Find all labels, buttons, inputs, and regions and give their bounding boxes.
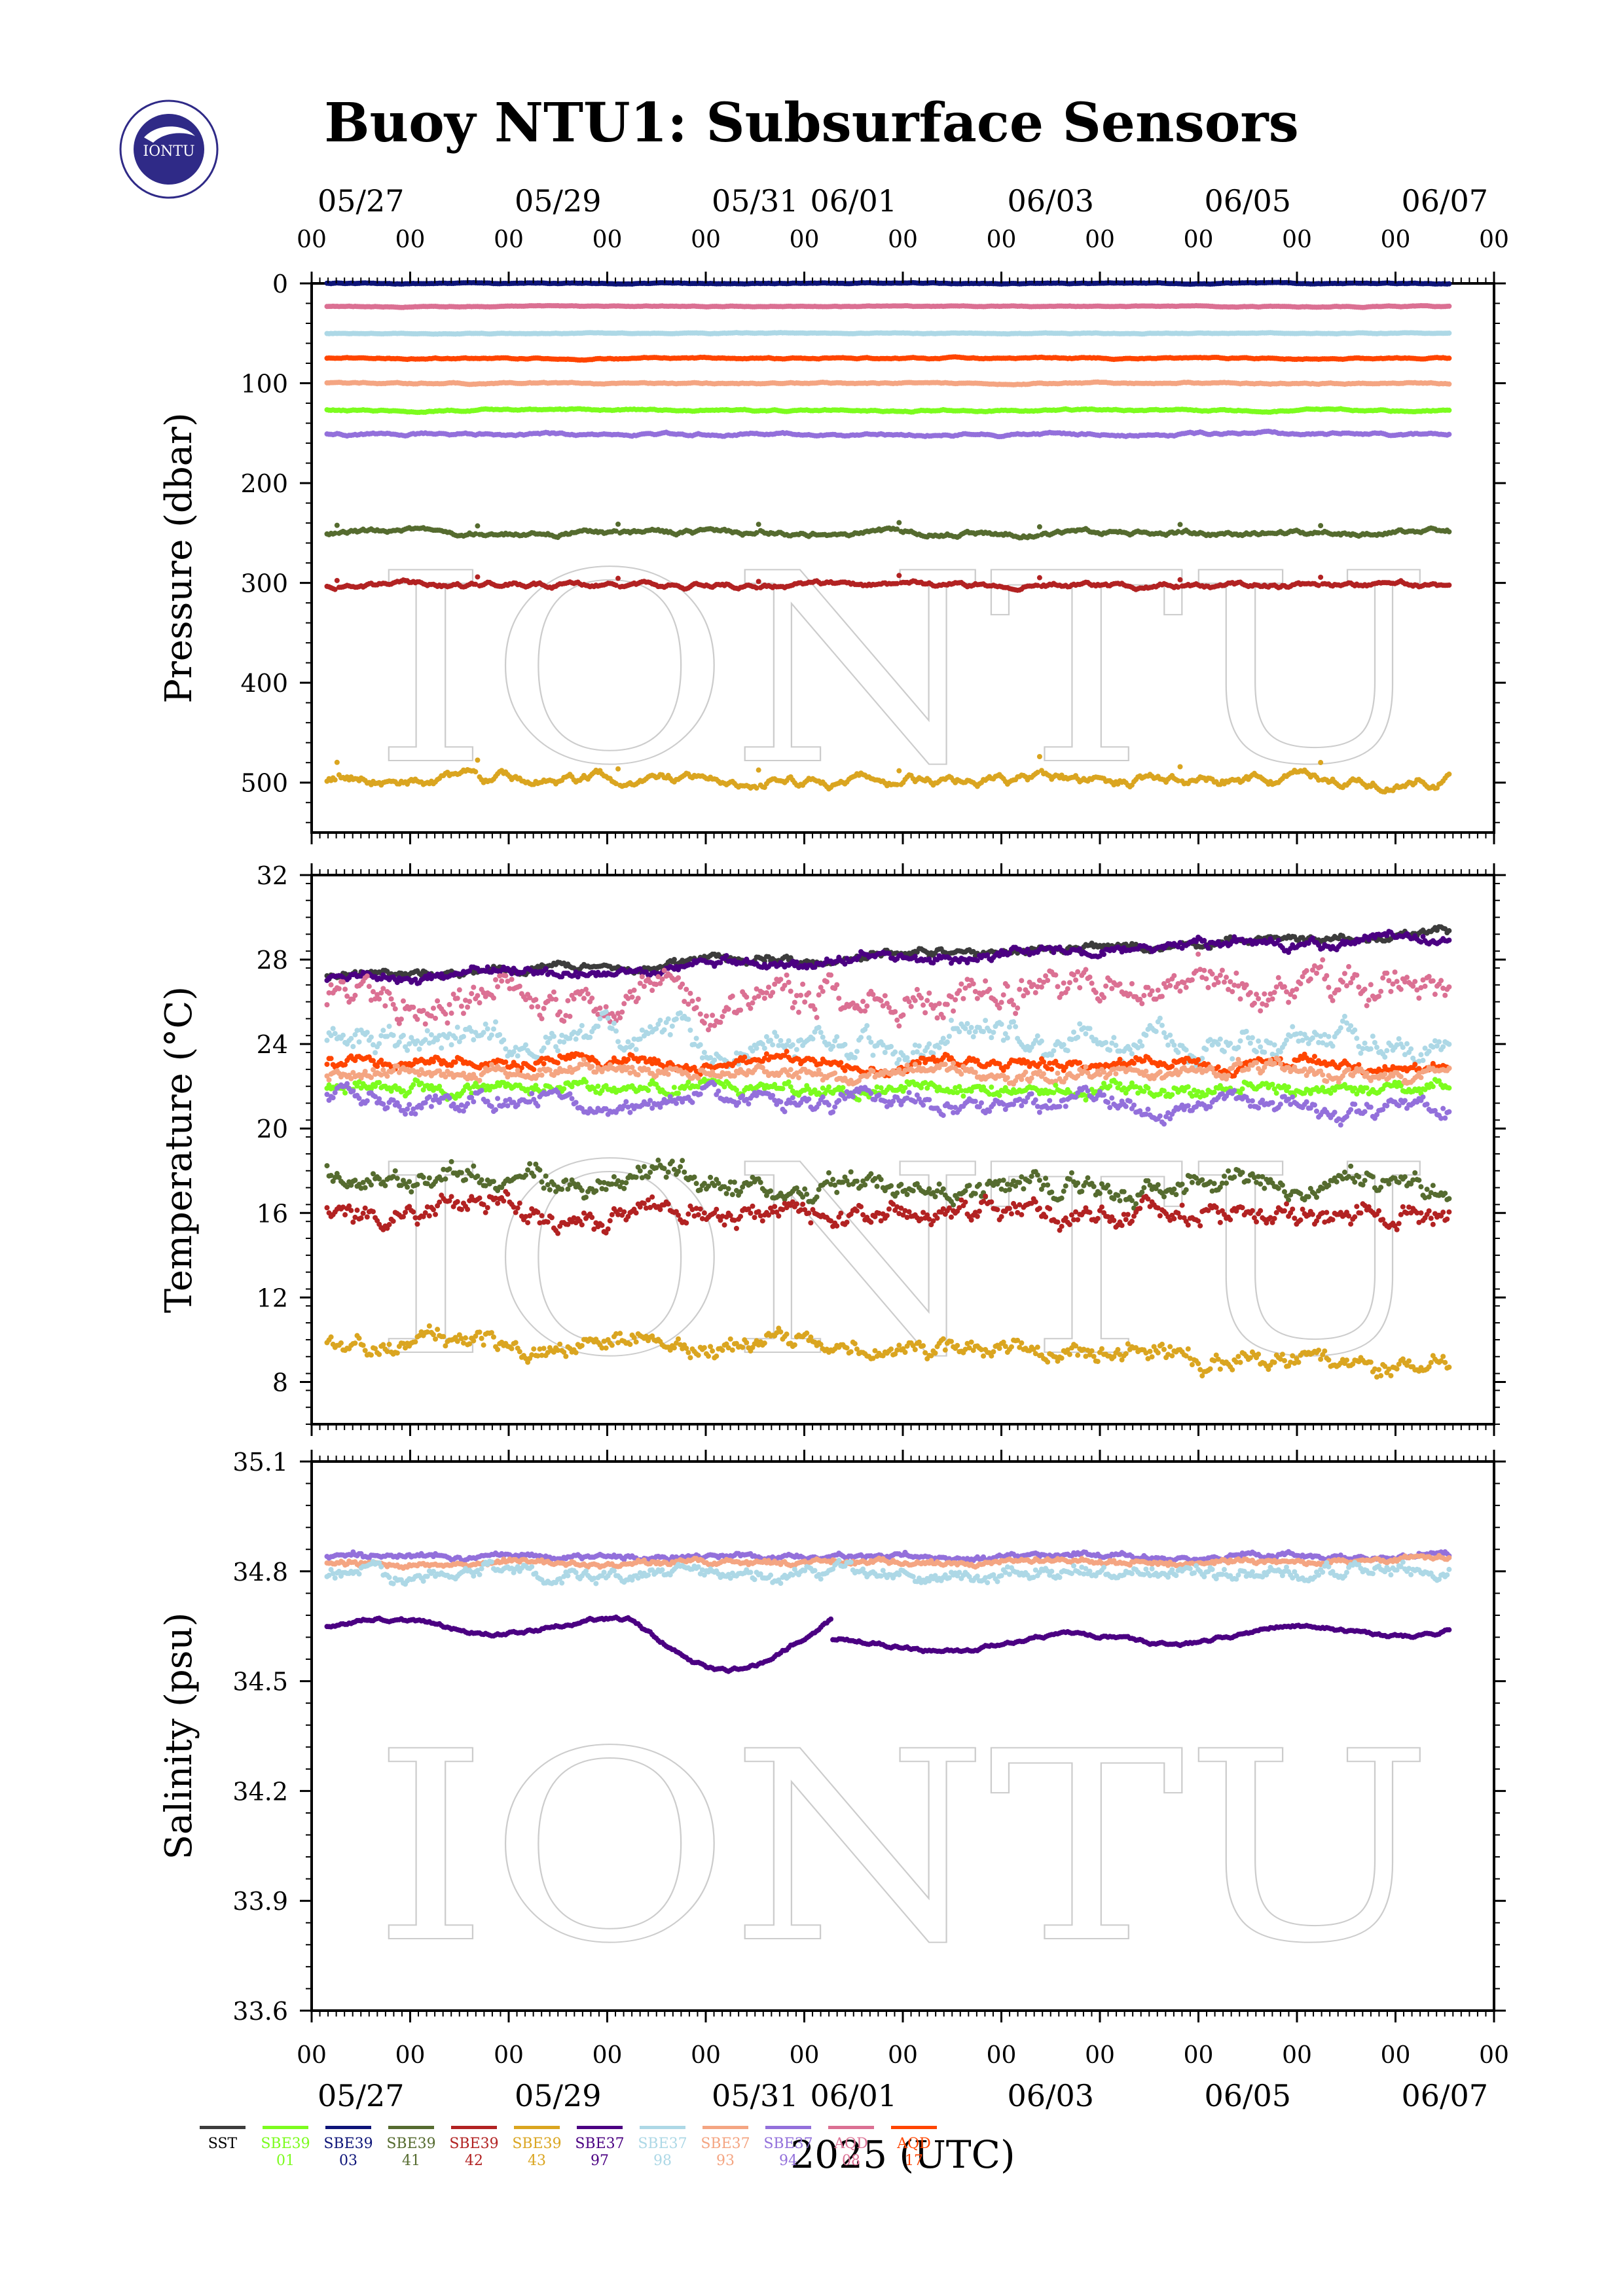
data-point <box>1446 281 1452 287</box>
data-point <box>756 522 761 528</box>
series-aqd-17 <box>324 354 1452 363</box>
data-point <box>1036 524 1042 529</box>
data-point <box>1446 431 1452 437</box>
data-point <box>1318 523 1324 529</box>
data-point <box>1446 529 1452 535</box>
data-point <box>1446 407 1452 413</box>
data-point <box>615 575 621 581</box>
series-aqd-08 <box>324 302 1452 310</box>
data-point <box>1446 303 1452 309</box>
data-point <box>1446 381 1452 387</box>
data-point <box>475 523 481 529</box>
series-sbe39-03 <box>324 279 1452 287</box>
data-point <box>1177 522 1183 528</box>
series-sbe37-93 <box>324 379 1452 387</box>
iontu-logo: IONTU <box>119 99 219 199</box>
data-point <box>1318 574 1324 580</box>
data-point <box>756 579 761 584</box>
watermark-text: IONTU <box>373 1696 1433 2001</box>
series-sbe37-94 <box>324 428 1452 440</box>
watermark-text: IONTU <box>373 1110 1433 1414</box>
chart-title: Buoy NTU1: Subsurface Sensors <box>324 92 1299 154</box>
data-point <box>1177 577 1183 583</box>
logo-text: IONTU <box>143 143 194 160</box>
watermark-text: IONTU <box>373 518 1433 823</box>
data-point <box>1446 355 1452 361</box>
data-point <box>1036 575 1042 581</box>
data-point <box>896 573 902 579</box>
data-point <box>615 521 621 527</box>
series-sbe37-98 <box>324 330 1452 337</box>
series-sbe39-01 <box>324 406 1452 416</box>
data-point <box>334 577 340 583</box>
data-point <box>475 574 481 580</box>
data-point <box>334 522 340 528</box>
data-point <box>1446 330 1452 336</box>
data-point <box>896 520 902 526</box>
